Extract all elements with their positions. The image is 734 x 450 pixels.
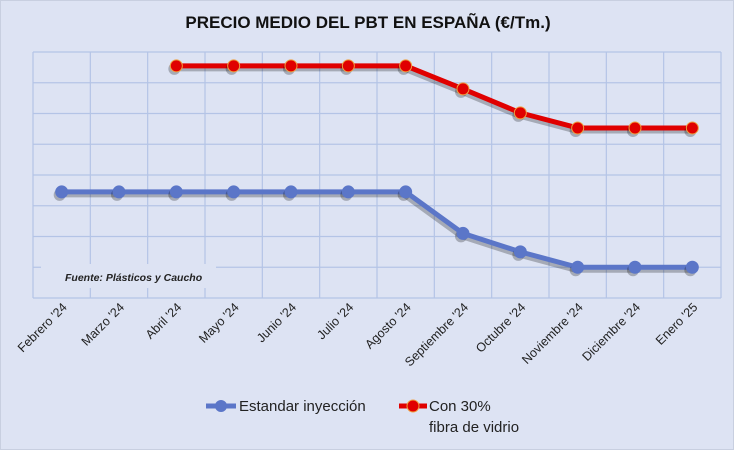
series-line-shadow bbox=[59, 192, 691, 273]
legend-label-fibra-line1: Con 30% bbox=[429, 398, 491, 415]
data-point bbox=[341, 59, 355, 73]
series-line-1 bbox=[176, 63, 693, 131]
x-tick-label: Enero '25 bbox=[653, 300, 700, 347]
x-tick-label: Abril '24 bbox=[143, 300, 185, 342]
series-line-0 bbox=[61, 189, 693, 270]
x-tick-label: Marzo '24 bbox=[79, 300, 127, 348]
data-point bbox=[169, 59, 183, 73]
data-point bbox=[284, 185, 298, 199]
legend-label-estandar: Estandar inyección bbox=[239, 398, 366, 415]
x-tick-label: Febrero '24 bbox=[15, 300, 70, 355]
x-tick-label: Mayo '24 bbox=[196, 300, 242, 346]
data-point bbox=[628, 260, 642, 274]
data-point bbox=[169, 185, 183, 199]
legend-label-fibra-line2: fibra de vidrio bbox=[429, 419, 519, 436]
data-point bbox=[399, 185, 413, 199]
source-note-text: Fuente: Plásticos y Caucho bbox=[65, 272, 203, 284]
data-point bbox=[685, 121, 699, 135]
data-point bbox=[456, 82, 470, 96]
data-point bbox=[399, 59, 413, 73]
data-point bbox=[227, 185, 241, 199]
data-point bbox=[227, 59, 241, 73]
chart-title: PRECIO MEDIO DEL PBT EN ESPAÑA (€/Tm.) bbox=[185, 13, 551, 32]
data-point bbox=[571, 260, 585, 274]
data-point bbox=[571, 121, 585, 135]
x-tick-label: Julio '24 bbox=[314, 300, 356, 342]
data-point bbox=[513, 245, 527, 259]
data-point bbox=[456, 226, 470, 240]
x-tick-label: Diciembre '24 bbox=[579, 300, 643, 364]
data-point bbox=[513, 106, 527, 120]
x-tick-label: Noviembre '24 bbox=[519, 300, 586, 367]
series-line-shadow bbox=[174, 66, 691, 134]
data-point bbox=[284, 59, 298, 73]
x-tick-label: Junio '24 bbox=[254, 300, 299, 345]
data-point bbox=[55, 185, 69, 199]
data-point bbox=[341, 185, 355, 199]
data-point bbox=[112, 185, 126, 199]
legend-marker-fibra bbox=[406, 399, 420, 413]
x-tick-label: Octubre '24 bbox=[473, 300, 528, 355]
data-point bbox=[628, 121, 642, 135]
data-point bbox=[685, 260, 699, 274]
x-tick-label: Agosto '24 bbox=[362, 300, 413, 351]
legend-marker-estandar bbox=[215, 400, 227, 412]
source-note: Fuente: Plásticos y Caucho bbox=[41, 264, 216, 288]
